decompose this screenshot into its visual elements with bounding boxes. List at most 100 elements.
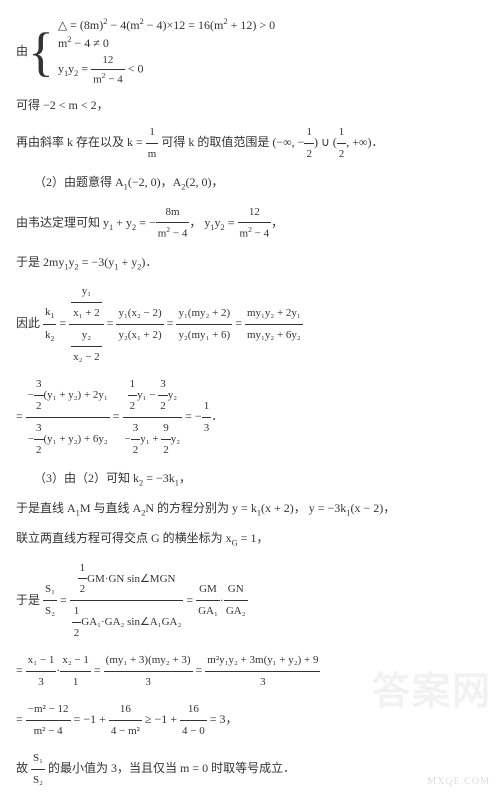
t: −32(y₁ + y₂) + 6y₂ (26, 418, 110, 461)
t: 联立两直线方程可得交点 G 的横坐标为 x (16, 531, 232, 545)
t: 1 (51, 312, 55, 321)
t: = 3， (207, 712, 238, 726)
fraction: 32 (34, 374, 44, 417)
t: 2 (158, 396, 168, 417)
t: 2 (51, 334, 55, 343)
t: k2 (43, 325, 56, 347)
t: ≥ −1 + (142, 712, 180, 726)
t: GA₂ (224, 601, 248, 622)
t: 2 (34, 396, 44, 417)
t: = (164, 316, 177, 330)
fraction: x₁ − 13 (26, 650, 57, 693)
para-11: 于是 S₁S₂ = 12GM·GN sin∠MGN 12GA₁·GA₂ sin∠… (16, 558, 484, 645)
fraction: y₁x₁ + 2y₂x₂ − 2 (69, 281, 104, 368)
t: S₁ (43, 579, 57, 601)
t: m (146, 144, 159, 165)
t: 1 (337, 122, 347, 144)
t: + 12) > 0 (228, 18, 276, 32)
brace-system: 由 { △ = (8m)2 − 4(m2 − 4)×12 = 16(m2 + 1… (16, 16, 484, 88)
fraction: my₁y₂ + 2y₁my₁y₂ + 6y₂ (245, 303, 303, 346)
t: − 4 (170, 228, 187, 240)
t: = (16, 712, 26, 726)
t: − 4 (252, 228, 269, 240)
t: （3）由（2）可知 k (34, 471, 139, 485)
fraction: S₁S₂ (31, 748, 45, 791)
sys-line-3: y1y2 = 12m2 − 4 < 0 (58, 52, 275, 88)
para-9: 于是直线 A1M 与直线 A2N 的方程分别为 y = k1(x + 2)， y… (16, 497, 484, 521)
para-14: 故 S₁S₂ 的最小值为 3，当且仅当 m = 0 时取等号成立． (16, 748, 484, 791)
t: = − (136, 215, 156, 229)
t: y₂ (168, 389, 177, 401)
t: my₁y₂ + 6y₂ (245, 325, 303, 346)
t: y₂(my₁ + 6) (176, 325, 232, 346)
para-2: 再由斜率 k 存在以及 k = 1m 可得 k 的取值范围是 (−∞, −12)… (16, 122, 484, 165)
t: 再由斜率 k 存在以及 k = (16, 136, 146, 150)
t: 1 (78, 558, 88, 580)
t: = (16, 409, 26, 423)
t: 8m (156, 202, 190, 224)
t: 2 (304, 144, 314, 165)
sys-line-1: △ = (8m)2 − 4(m2 − 4)×12 = 16(m2 + 12) >… (58, 16, 275, 34)
t: N 的方程分别为 y = k (145, 501, 256, 515)
t: )． (141, 255, 157, 269)
t: = (16, 663, 26, 677)
t: x₂ − 2 (71, 347, 102, 368)
t: M 与直线 A (80, 501, 141, 515)
t: (−∞, − (272, 136, 304, 150)
t: = (110, 409, 123, 423)
t: y₁(x₂ − 2) (116, 303, 163, 325)
t: y₁ (71, 281, 102, 303)
fraction: y₂x₂ − 2 (71, 325, 102, 368)
t: m (93, 73, 102, 85)
fraction: −32(y₁ + y₂) + 2y₁ −32(y₁ + y₂) + 6y₂ (26, 374, 110, 461)
fraction: (my₁ + 3)(my₂ + 3)3 (104, 650, 193, 693)
t: GA₁ (196, 601, 220, 622)
t: (y₁ + y₂) + 2y₁ (44, 389, 108, 401)
t: (y₁ + y₂) + 6y₂ (44, 433, 108, 445)
fraction: 12 (72, 601, 82, 644)
t: 于是 (16, 593, 43, 607)
t: x₂ − 1 (60, 650, 91, 672)
t: S₁ (31, 748, 45, 770)
t: 因此 (16, 316, 43, 330)
t: 于是 2my (16, 255, 64, 269)
t: −32(y₁ + y₂) + 2y₁ (26, 374, 110, 418)
fraction: 32 (34, 418, 44, 461)
para-4: 由韦达定理可知 y1 + y2 = −8mm2 − 4， y1y2 = 12m2… (16, 202, 484, 245)
t: m²y₁y₂ + 3m(y₁ + y₂) + 9 (205, 650, 320, 672)
para-6: 因此 k1k2 = y₁x₁ + 2y₂x₂ − 2 = y₁(x₂ − 2)y… (16, 281, 484, 368)
t: 由韦达定理可知 y (16, 215, 109, 229)
brace-body: △ = (8m)2 − 4(m2 − 4)×12 = 16(m2 + 12) >… (58, 16, 275, 88)
t: 可得 k 的取值范围是 (158, 136, 272, 150)
t: y₁x₁ + 2 (69, 281, 104, 325)
para-10: 联立两直线方程可得交点 G 的横坐标为 xG = 1， (16, 527, 484, 551)
t: 3 (205, 672, 320, 693)
fraction: 12 (304, 122, 314, 165)
t: (2, 0)， (185, 175, 223, 189)
t: 的最小值为 3，当且仅当 m = 0 时取等号成立． (45, 761, 295, 775)
fraction: 1m (146, 122, 159, 165)
t: = (193, 663, 206, 677)
t: = (56, 316, 69, 330)
fraction: y₁x₁ + 2 (71, 281, 102, 324)
t: 16 (109, 699, 142, 721)
fraction: 92 (161, 418, 171, 461)
fraction: m²y₁y₂ + 3m(y₁ + y₂) + 93 (205, 650, 320, 693)
fraction: 164 − m² (109, 699, 142, 742)
t: 12 (91, 52, 125, 70)
t: m² − 4 (26, 721, 71, 742)
fraction: 12m2 − 4 (238, 202, 272, 245)
t: GA₁·GA₂ sin∠A₁GA₂ (81, 616, 181, 628)
t: = 1， (238, 531, 269, 545)
t: 3 (34, 374, 44, 396)
t: 1 (202, 396, 212, 418)
fraction: y₁(x₂ − 2)y₂(x₁ + 2) (116, 303, 163, 346)
t: −m² − 12 (26, 699, 71, 721)
fraction: 12m2 − 4 (91, 52, 125, 88)
t: ． (211, 409, 223, 423)
t: 3 (104, 672, 193, 693)
t: = (91, 663, 104, 677)
t: + y (113, 215, 132, 229)
t: = (183, 593, 196, 607)
t: 故 (16, 761, 31, 775)
